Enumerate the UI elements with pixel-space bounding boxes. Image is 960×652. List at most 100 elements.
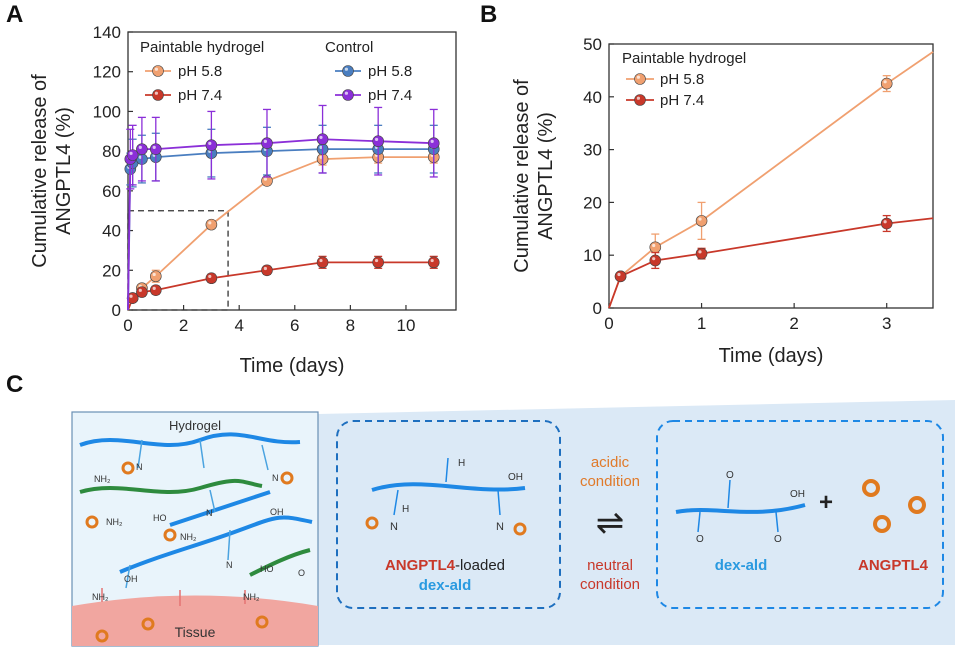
- angptl4-particles: [85, 461, 294, 643]
- legend-marker: [342, 89, 354, 101]
- data-point: [614, 270, 627, 283]
- x-tick-label: 0: [604, 314, 613, 333]
- data-point: [649, 241, 662, 254]
- series-line: [608, 51, 934, 309]
- y-tick-label: 20: [583, 193, 602, 212]
- y-tick-label: 0: [112, 301, 121, 320]
- legend-marker: [634, 73, 646, 85]
- data-point-highlight: [152, 272, 156, 277]
- data-point: [695, 247, 708, 260]
- data-point-highlight: [883, 80, 887, 84]
- nh2-label: NH₂: [106, 517, 123, 527]
- data-point-highlight: [129, 294, 133, 298]
- dexald-chain-free: [675, 503, 806, 514]
- h-label: H: [458, 458, 465, 469]
- data-point: [372, 135, 384, 148]
- data-point: [149, 284, 162, 296]
- x-tick-label: 8: [346, 316, 355, 335]
- chart-a-legend-label: pH 7.4: [178, 87, 222, 104]
- data-point: [149, 270, 162, 283]
- neutral-line2: condition: [580, 576, 640, 593]
- o-label: O: [298, 568, 305, 578]
- angptl4-particle: [873, 515, 891, 533]
- data-point-highlight: [652, 243, 656, 248]
- series-line: [127, 261, 434, 311]
- x-tick-label: 2: [789, 314, 798, 333]
- data-point-highlight: [430, 139, 434, 143]
- y-tick-label: 140: [93, 23, 121, 42]
- chart-b-xlabel: Time (days): [719, 345, 824, 367]
- panel-letter-c: C: [6, 371, 23, 398]
- tissue-label: Tissue: [175, 624, 216, 640]
- legend-marker-highlight: [636, 96, 641, 100]
- ho-label: HO: [260, 564, 274, 574]
- tissue-chain: [79, 478, 263, 494]
- chart-a-ylabel-1: Cumulative release of: [29, 74, 51, 268]
- y-tick-label: 0: [593, 299, 602, 318]
- nh2-label: NH₂: [243, 592, 260, 602]
- y-tick-label: 80: [102, 142, 121, 161]
- n-label: N: [136, 462, 143, 472]
- data-point-highlight: [374, 258, 379, 263]
- legend-marker-highlight: [344, 67, 348, 71]
- ho-label: HO: [153, 513, 167, 523]
- chart-a-legend-label: pH 7.4: [368, 87, 412, 104]
- chart-b-legend-title: Paintable hydrogel: [622, 50, 746, 67]
- chart-b-ylabel-1: Cumulative release of: [511, 79, 533, 273]
- chart-a-legend-label: pH 5.8: [368, 63, 412, 80]
- legend-marker: [342, 65, 354, 77]
- scheme-c: Tissue Hydrogel NH₂ NH₂ NH₂ NH₂ NH₂ HO H…: [71, 400, 955, 647]
- data-point: [149, 143, 162, 155]
- data-point-highlight: [263, 177, 267, 181]
- data-point: [261, 137, 273, 149]
- data-point-highlight: [263, 266, 267, 271]
- scheme-bg-right: [318, 400, 955, 645]
- legend-marker-highlight: [636, 75, 641, 79]
- data-point: [126, 149, 139, 161]
- plus-sign: +: [819, 489, 833, 516]
- data-point-highlight: [430, 258, 434, 263]
- chart-a-xlabel: Time (days): [240, 355, 345, 377]
- oh-label: OH: [124, 574, 138, 584]
- n-label: N: [272, 473, 279, 483]
- data-point-highlight: [129, 151, 133, 155]
- x-tick-label: 2: [179, 316, 188, 335]
- data-point-highlight: [698, 217, 702, 221]
- tissue-layer: [72, 595, 318, 646]
- nh2-label: NH₂: [94, 474, 111, 484]
- data-point: [880, 77, 893, 90]
- hydrogel-chain: [119, 515, 313, 574]
- loaded-label-b: -loaded: [455, 557, 505, 574]
- data-point-highlight: [883, 220, 887, 224]
- angptl4-particle: [365, 516, 379, 530]
- loaded-dexald-box: [336, 420, 561, 609]
- data-point: [261, 264, 273, 277]
- nh2-label: NH₂: [180, 532, 197, 542]
- chart-b-legend-label: pH 5.8: [660, 71, 704, 88]
- hydrogel-chain: [169, 490, 271, 527]
- loaded-label: ANGPTL4-loaded: [385, 557, 505, 574]
- panel-letter-a: A: [6, 1, 23, 28]
- chart-b-frame: [608, 43, 934, 309]
- neutral-line1: neutral: [587, 557, 633, 574]
- n-label: N: [390, 521, 398, 533]
- y-tick-label: 30: [583, 141, 602, 160]
- loaded-label-a: ANGPTL4: [385, 557, 456, 574]
- amine-bonds: [101, 588, 246, 606]
- legend-marker-highlight: [154, 91, 158, 95]
- o-label: O: [774, 534, 782, 545]
- data-point-highlight: [152, 286, 156, 290]
- data-point-highlight: [138, 145, 142, 149]
- y-tick-label: 10: [583, 246, 602, 265]
- data-point: [316, 256, 329, 269]
- y-tick-label: 20: [102, 261, 121, 280]
- n-label: N: [206, 508, 213, 518]
- angptl4-particle: [513, 522, 527, 536]
- acidic-line1: acidic: [591, 454, 630, 471]
- angptl4-particle: [908, 496, 926, 514]
- n-label: N: [226, 560, 233, 570]
- data-point-highlight: [208, 141, 212, 145]
- data-point-highlight: [152, 145, 156, 149]
